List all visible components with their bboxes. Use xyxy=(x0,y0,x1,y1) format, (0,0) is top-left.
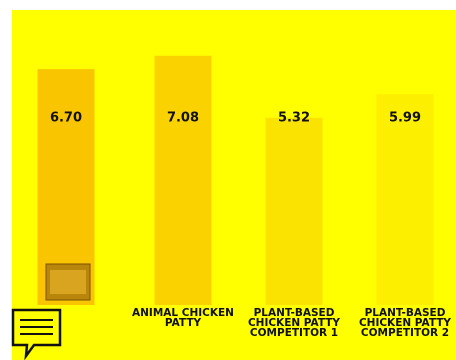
category-label: ANIMAL CHICKEN PATTY xyxy=(132,307,234,329)
category-label: PLANT-BASED CHICKEN PATTY COMPETITOR 2 xyxy=(358,307,452,339)
bar xyxy=(37,69,95,305)
value-label: 7.08 xyxy=(167,111,199,126)
bar xyxy=(376,94,434,305)
value-label: 5.32 xyxy=(278,111,310,126)
category-label: PLANT-BASED CHICKEN PATTY COMPETITOR 1 xyxy=(247,307,341,339)
bar xyxy=(265,117,323,306)
value-label: 5.99 xyxy=(389,111,421,126)
bar xyxy=(154,55,212,306)
value-label: 6.70 xyxy=(50,111,82,126)
